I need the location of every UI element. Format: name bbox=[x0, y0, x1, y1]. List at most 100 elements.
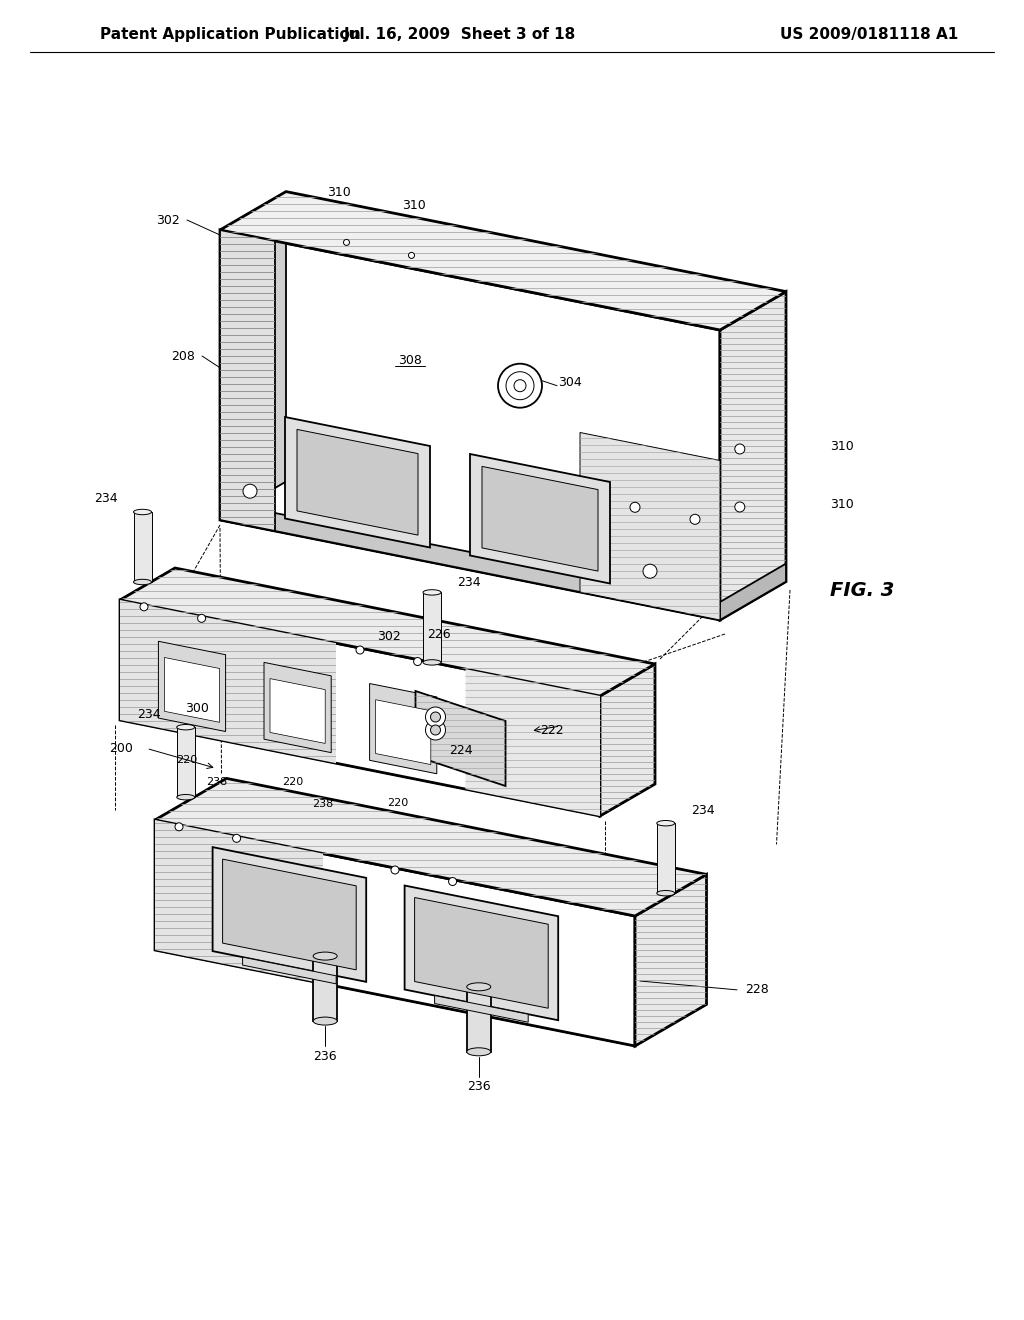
Polygon shape bbox=[482, 466, 598, 572]
Polygon shape bbox=[120, 568, 655, 696]
Text: 238: 238 bbox=[207, 777, 227, 788]
Text: Jul. 16, 2009  Sheet 3 of 18: Jul. 16, 2009 Sheet 3 of 18 bbox=[344, 28, 577, 42]
Text: 226: 226 bbox=[427, 628, 451, 642]
Text: 238: 238 bbox=[312, 799, 333, 809]
Polygon shape bbox=[155, 820, 323, 983]
Text: 302: 302 bbox=[157, 214, 180, 227]
Text: 200: 200 bbox=[110, 742, 133, 755]
Text: Patent Application Publication: Patent Application Publication bbox=[100, 28, 360, 42]
Text: 234: 234 bbox=[691, 804, 715, 817]
Polygon shape bbox=[177, 727, 195, 797]
Ellipse shape bbox=[423, 590, 441, 595]
Circle shape bbox=[409, 252, 415, 259]
Ellipse shape bbox=[656, 821, 675, 826]
Text: 302: 302 bbox=[377, 630, 400, 643]
Circle shape bbox=[426, 719, 445, 741]
Ellipse shape bbox=[313, 952, 337, 960]
Polygon shape bbox=[270, 678, 326, 743]
Polygon shape bbox=[165, 657, 219, 722]
Polygon shape bbox=[243, 957, 336, 983]
Polygon shape bbox=[220, 191, 786, 330]
Ellipse shape bbox=[133, 579, 152, 585]
Polygon shape bbox=[220, 482, 786, 620]
Circle shape bbox=[426, 708, 445, 727]
Circle shape bbox=[430, 711, 440, 722]
Polygon shape bbox=[213, 847, 367, 982]
Ellipse shape bbox=[423, 660, 441, 665]
Text: 234: 234 bbox=[94, 492, 118, 506]
Polygon shape bbox=[635, 874, 707, 1045]
Circle shape bbox=[449, 878, 457, 886]
Text: 224: 224 bbox=[449, 744, 472, 758]
Text: 300: 300 bbox=[185, 702, 209, 715]
Circle shape bbox=[356, 645, 364, 653]
Polygon shape bbox=[600, 664, 655, 816]
Text: 308: 308 bbox=[398, 354, 422, 367]
Ellipse shape bbox=[177, 795, 195, 800]
Polygon shape bbox=[155, 779, 226, 950]
Text: 234: 234 bbox=[137, 708, 161, 721]
Polygon shape bbox=[220, 230, 720, 620]
Text: 236: 236 bbox=[467, 1080, 490, 1093]
Polygon shape bbox=[285, 417, 430, 548]
Text: 234: 234 bbox=[457, 576, 480, 589]
Polygon shape bbox=[159, 642, 225, 731]
Text: 220: 220 bbox=[176, 755, 198, 766]
Circle shape bbox=[175, 822, 183, 830]
Text: 310: 310 bbox=[401, 199, 425, 213]
Polygon shape bbox=[120, 601, 336, 763]
Text: 208: 208 bbox=[171, 350, 195, 363]
Circle shape bbox=[243, 484, 257, 498]
Text: 310: 310 bbox=[829, 498, 854, 511]
Polygon shape bbox=[155, 820, 635, 1045]
Circle shape bbox=[690, 515, 700, 524]
Polygon shape bbox=[580, 433, 720, 620]
Text: 310: 310 bbox=[327, 186, 350, 199]
Polygon shape bbox=[220, 502, 720, 620]
Text: 304: 304 bbox=[558, 376, 582, 389]
Circle shape bbox=[735, 502, 744, 512]
Polygon shape bbox=[467, 987, 490, 1052]
Polygon shape bbox=[313, 956, 337, 1022]
Ellipse shape bbox=[467, 1048, 490, 1056]
Polygon shape bbox=[222, 859, 356, 970]
Polygon shape bbox=[133, 512, 152, 582]
Polygon shape bbox=[404, 886, 558, 1020]
Polygon shape bbox=[264, 663, 331, 752]
Polygon shape bbox=[155, 908, 707, 1045]
Polygon shape bbox=[423, 593, 441, 663]
Polygon shape bbox=[470, 454, 610, 583]
Polygon shape bbox=[120, 568, 175, 719]
Ellipse shape bbox=[656, 891, 675, 896]
Polygon shape bbox=[434, 995, 528, 1022]
Polygon shape bbox=[297, 429, 418, 535]
Circle shape bbox=[643, 564, 657, 578]
Ellipse shape bbox=[133, 510, 152, 515]
Polygon shape bbox=[220, 230, 275, 531]
Circle shape bbox=[343, 239, 349, 246]
Text: 222: 222 bbox=[541, 725, 564, 738]
Circle shape bbox=[430, 725, 440, 735]
Polygon shape bbox=[720, 564, 786, 620]
Circle shape bbox=[498, 364, 542, 408]
Text: FIG. 3: FIG. 3 bbox=[830, 581, 894, 599]
Text: 310: 310 bbox=[829, 440, 854, 453]
Polygon shape bbox=[656, 824, 675, 894]
Text: 228: 228 bbox=[745, 983, 769, 997]
Circle shape bbox=[140, 603, 148, 611]
Polygon shape bbox=[155, 779, 707, 916]
Ellipse shape bbox=[313, 1018, 337, 1026]
Polygon shape bbox=[720, 292, 786, 620]
Circle shape bbox=[735, 444, 744, 454]
Text: US 2009/0181118 A1: US 2009/0181118 A1 bbox=[780, 28, 958, 42]
Polygon shape bbox=[120, 688, 655, 816]
Circle shape bbox=[630, 503, 640, 512]
Circle shape bbox=[232, 834, 241, 842]
Polygon shape bbox=[120, 601, 600, 816]
Polygon shape bbox=[370, 684, 437, 774]
Polygon shape bbox=[415, 898, 548, 1008]
Polygon shape bbox=[220, 191, 286, 520]
Circle shape bbox=[414, 657, 422, 665]
Polygon shape bbox=[376, 700, 431, 764]
Circle shape bbox=[198, 614, 206, 622]
